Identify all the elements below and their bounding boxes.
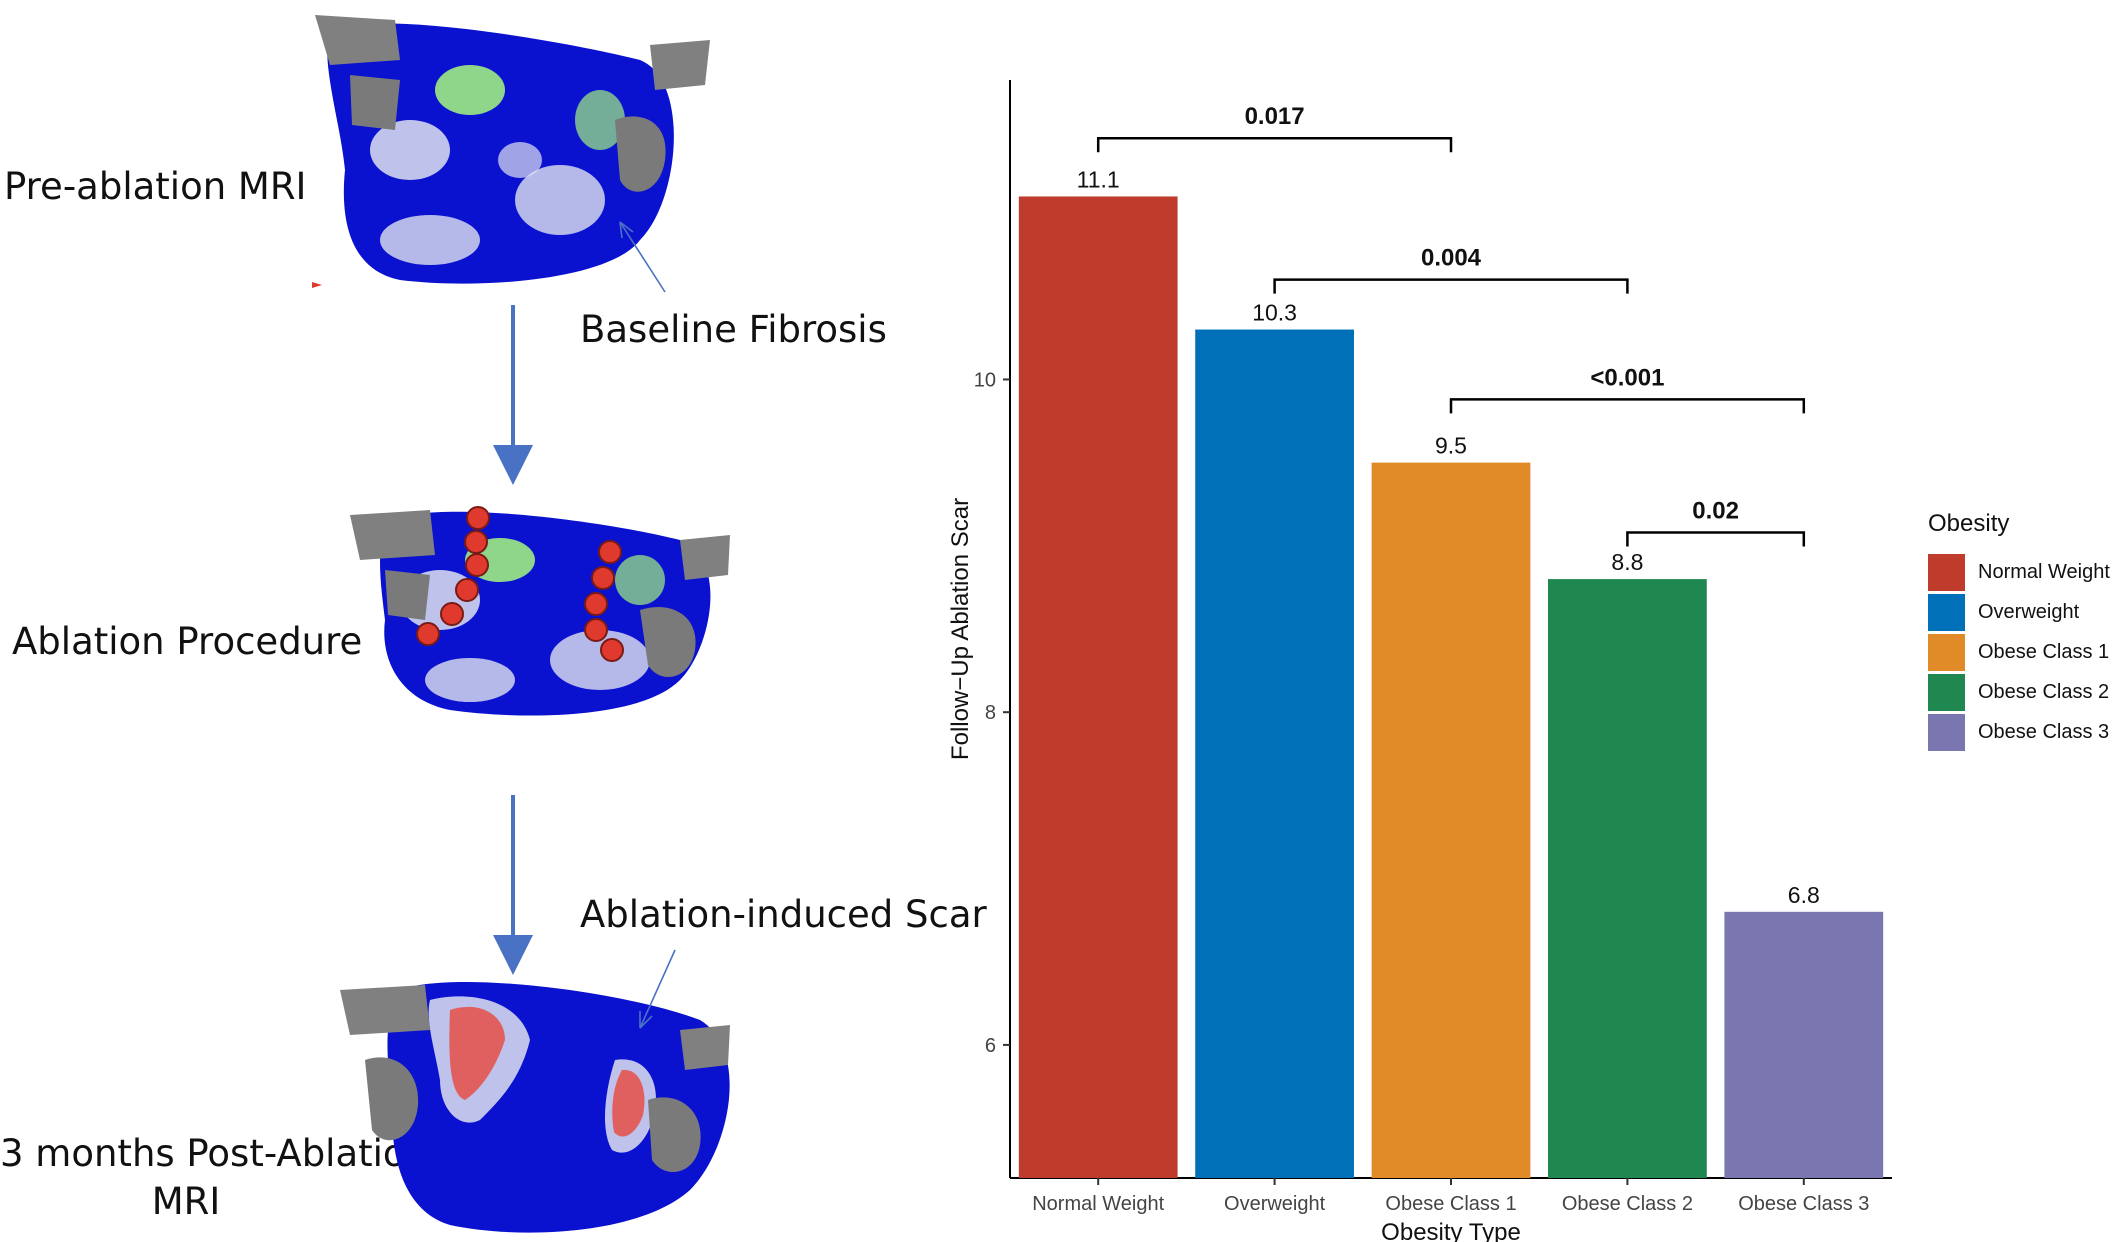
post-ablation-label: 3 months Post-Ablation MRI: [0, 1130, 430, 1226]
y-axis-label: Follow−Up Ablation Scar: [947, 498, 974, 760]
heart-post-ablation-image: [340, 981, 730, 1233]
legend-label: Obese Class 2: [1978, 680, 2110, 703]
legend-swatch: [1928, 593, 1965, 631]
bar: [1371, 462, 1531, 1178]
heart-pre-ablation-image: [315, 15, 710, 284]
legend-label: Obese Class 1: [1978, 640, 2110, 663]
scar-pointer-head: [639, 1011, 653, 1029]
significance-bracket: [1626, 531, 1806, 547]
bar-value-label: 10.3: [1252, 300, 1297, 326]
legend-swatch: [1928, 713, 1965, 751]
p-value-label: 0.004: [1421, 245, 1482, 272]
scar-pointer: [639, 949, 676, 1029]
baseline-fibrosis-pointer-head: [619, 221, 634, 239]
bar: [1195, 329, 1354, 1179]
legend-swatch: [1928, 633, 1965, 671]
small-marker: [312, 282, 322, 288]
y-tick-label: 10: [974, 369, 996, 391]
x-tick-label: Obese Class 1: [1385, 1193, 1516, 1215]
x-tick-label: Obese Class 3: [1738, 1193, 1869, 1215]
p-value-label: <0.001: [1590, 364, 1664, 391]
legend-label: Obese Class 3: [1978, 720, 2110, 743]
baseline-fibrosis-pointer: [619, 221, 666, 293]
ablation-procedure-label: Ablation Procedure: [12, 620, 363, 663]
legend-item: Obese Class 1: [1928, 632, 2110, 672]
legend-item: Overweight: [1928, 592, 2110, 632]
legend-item: Obese Class 3: [1928, 712, 2110, 752]
significance-bracket: [1449, 398, 1806, 414]
x-tick-label: Overweight: [1224, 1193, 1326, 1215]
post-ablation-label-line2: MRI: [151, 1180, 221, 1223]
pre-ablation-label: Pre-ablation MRI: [4, 165, 307, 208]
legend-swatch: [1928, 673, 1965, 711]
bar-value-label: 8.8: [1611, 549, 1643, 575]
legend-label: Normal Weight: [1978, 560, 2110, 583]
bar: [1724, 911, 1884, 1178]
bar: [1018, 196, 1178, 1179]
p-value-label: 0.02: [1692, 498, 1739, 525]
legend-item: Normal Weight: [1928, 552, 2110, 592]
heart-ablation-procedure-image: [350, 506, 730, 716]
legend-swatch: [1928, 553, 1965, 591]
bar-value-label: 9.5: [1435, 433, 1467, 459]
post-ablation-label-line1: 3 months Post-Ablation: [0, 1132, 430, 1175]
legend: Obesity Normal Weight Overweight Obese Cla…: [1928, 510, 2110, 752]
p-value-label: 0.017: [1245, 103, 1305, 130]
x-axis-label: Obesity Type: [1381, 1219, 1521, 1242]
y-tick-label: 8: [985, 702, 996, 724]
legend-title: Obesity: [1928, 510, 2010, 537]
legend-label: Overweight: [1978, 600, 2080, 623]
bar: [1548, 579, 1707, 1178]
x-tick-label: Normal Weight: [1032, 1193, 1164, 1215]
bar-value-label: 11.1: [1077, 166, 1120, 192]
legend-item: Obese Class 2: [1928, 672, 2110, 712]
x-tick-label: Obese Class 2: [1562, 1193, 1693, 1215]
bar-value-label: 6.8: [1788, 882, 1820, 908]
baseline-fibrosis-label: Baseline Fibrosis: [580, 308, 887, 351]
schematic-graphics: [312, 15, 730, 1233]
significance-bracket: [1096, 136, 1453, 153]
y-tick-label: 6: [985, 1035, 996, 1057]
significance-bracket: [1273, 278, 1629, 294]
ablation-induced-scar-label: Ablation-induced Scar: [580, 893, 987, 936]
